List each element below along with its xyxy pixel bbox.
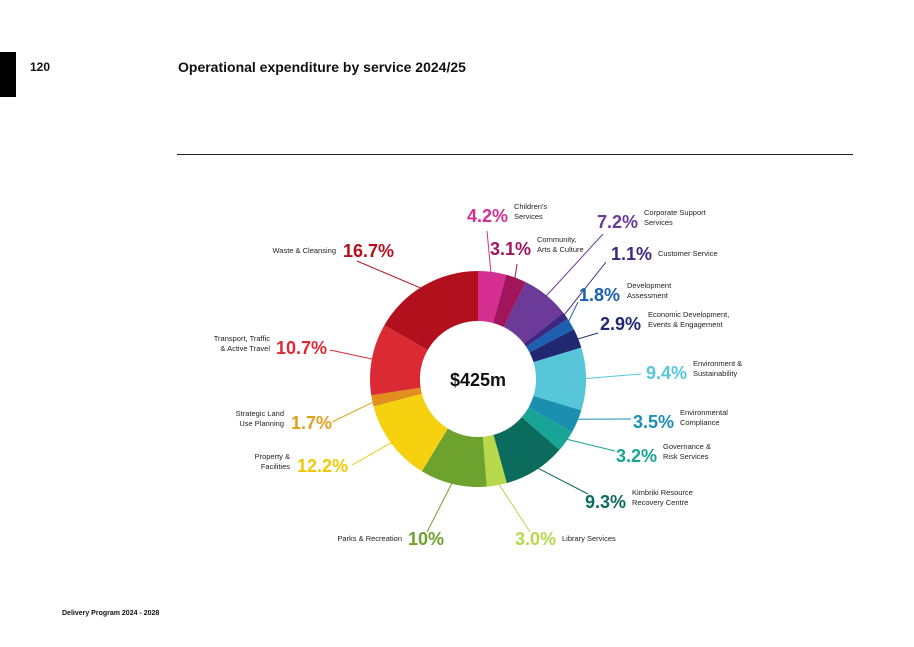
percent-label-environment-sustainability: 9.4% <box>646 363 687 383</box>
percent-label-strategic-land-use-planning: 1.7% <box>291 413 332 433</box>
category-label-library-services: Library Services <box>562 534 616 543</box>
leader-line-customer-service <box>560 261 607 320</box>
leader-line-strategic-land-use-planning <box>331 399 379 423</box>
slice-kimbriki-resource-recovery-centre <box>493 417 560 484</box>
leader-line-environment-sustainability <box>579 373 642 380</box>
category-label-property-facilities: Property & Facilities <box>255 452 291 471</box>
percent-label-children-s-services: 4.2% <box>467 206 508 226</box>
percent-label-kimbriki-resource-recovery-centre: 9.3% <box>585 492 626 512</box>
percent-label-transport-traffic-active-travel: 10.7% <box>276 338 327 358</box>
category-label-corporate-support-services: Corporate Support Services <box>644 208 707 227</box>
percent-label-library-services: 3.0% <box>515 529 556 549</box>
leader-line-transport-traffic-active-travel <box>329 349 378 361</box>
leader-line-parks-recreation <box>426 478 455 533</box>
percent-label-governance-risk-services: 3.2% <box>616 446 657 466</box>
slice-waste-cleansing <box>384 271 478 351</box>
percent-label-property-facilities: 12.2% <box>297 456 348 476</box>
page-number: 120 <box>30 60 51 74</box>
leader-line-kimbriki-resource-recovery-centre <box>532 464 589 495</box>
title-divider <box>177 154 853 155</box>
category-label-kimbriki-resource-recovery-centre: Kimbriki Resource Recovery Centre <box>632 488 693 507</box>
category-label-community-arts-culture: Community, Arts & Culture <box>537 235 584 254</box>
category-label-strategic-land-use-planning: Strategic Land Use Planning <box>236 409 284 428</box>
leader-line-children-s-services <box>486 230 492 278</box>
percent-label-corporate-support-services: 7.2% <box>597 212 638 232</box>
slice-community-arts-culture <box>493 274 526 327</box>
percent-label-customer-service: 1.1% <box>611 244 652 264</box>
page-title: Operational expenditure by service 2024/… <box>178 59 466 75</box>
category-label-governance-risk-services: Governance & Risk Services <box>663 442 711 461</box>
leader-line-development-assessment <box>565 301 579 328</box>
leader-line-library-services <box>495 479 531 533</box>
percent-label-environmental-compliance: 3.5% <box>633 412 674 432</box>
percent-label-economic-development-events-engagement: 2.9% <box>600 314 641 334</box>
percent-label-community-arts-culture: 3.1% <box>490 239 531 259</box>
slice-development-assessment <box>526 318 574 353</box>
slice-library-services <box>482 434 507 487</box>
donut-center-total: $425m <box>450 370 506 390</box>
leader-line-economic-development-events-engagement <box>572 332 599 342</box>
slice-customer-service <box>523 312 568 347</box>
slice-economic-development-events-engagement <box>529 329 582 363</box>
leader-line-community-arts-culture <box>513 263 518 284</box>
category-label-parks-recreation: Parks & Recreation <box>337 534 402 543</box>
category-label-waste-cleansing: Waste & Cleansing <box>272 246 336 255</box>
category-label-economic-development-events-engagement: Economic Development, Events & Engagement <box>648 310 729 329</box>
category-label-customer-service: Customer Service <box>658 249 718 258</box>
category-label-children-s-services: Children's Services <box>514 202 547 221</box>
percent-label-waste-cleansing: 16.7% <box>343 241 394 261</box>
category-label-environment-sustainability: Environment & Sustainability <box>693 359 742 378</box>
slice-parks-recreation <box>421 428 487 487</box>
percent-label-development-assessment: 1.8% <box>579 285 620 305</box>
slice-governance-risk-services <box>521 407 572 450</box>
category-label-development-assessment: Development Assessment <box>627 281 672 300</box>
leader-line-corporate-support-services <box>542 233 604 301</box>
slice-transport-traffic-active-travel <box>370 325 428 396</box>
footer-text: Delivery Program 2024 - 2028 <box>62 610 160 617</box>
leader-line-property-facilities <box>351 439 397 466</box>
category-label-transport-traffic-active-travel: Transport, Traffic & Active Travel <box>214 334 271 353</box>
sidebar-tab <box>0 52 16 97</box>
slice-environment-sustainability <box>533 347 587 411</box>
slice-corporate-support-services <box>503 282 564 344</box>
category-label-environmental-compliance: Environmental Compliance <box>680 408 728 427</box>
slice-environmental-compliance <box>528 395 582 433</box>
slice-property-facilities <box>373 393 448 472</box>
slice-children-s-services <box>478 271 507 324</box>
leader-line-governance-risk-services <box>561 437 616 452</box>
leader-line-waste-cleansing <box>356 260 428 292</box>
slice-strategic-land-use-planning <box>371 387 422 407</box>
percent-label-parks-recreation: 10% <box>408 529 444 549</box>
